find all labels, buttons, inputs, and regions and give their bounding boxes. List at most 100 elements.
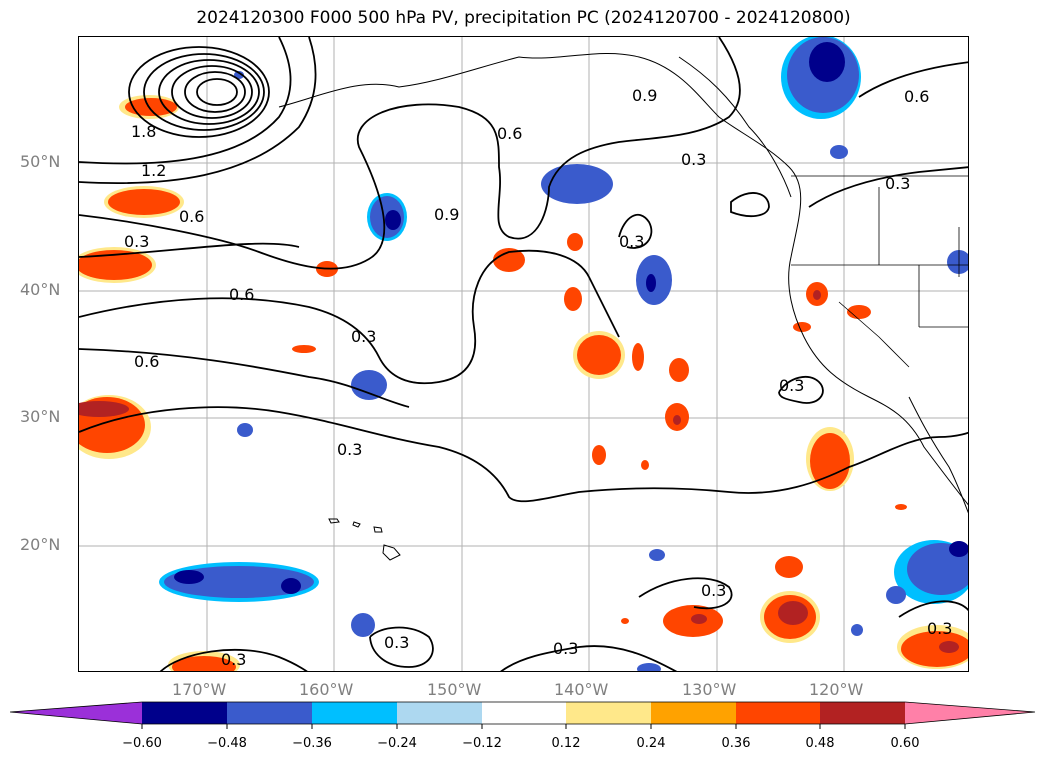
colorbar-tick-label: 0.24 xyxy=(637,736,666,751)
contour-line xyxy=(778,375,824,404)
contour-label: 0.6 xyxy=(229,285,254,304)
lat-label: 20°N xyxy=(20,535,61,554)
precip-blob xyxy=(174,570,204,584)
precip-blob xyxy=(577,335,621,375)
gridlines xyxy=(79,37,968,671)
contour-line xyxy=(618,213,653,249)
coastline-alaska xyxy=(278,52,968,506)
precip-blob xyxy=(649,549,665,561)
colorbar-segment xyxy=(736,702,820,724)
contour-label: 0.3 xyxy=(927,619,952,638)
contour-line xyxy=(500,645,678,671)
colorbar-extend-high xyxy=(905,702,1035,724)
colorbar: −0.60 −0.48 −0.36 −0.24 −0.12 0.12 0.24 … xyxy=(10,701,1036,751)
contour-label: 0.6 xyxy=(179,207,204,226)
contour-label: 0.6 xyxy=(497,124,522,143)
contour-label: 0.3 xyxy=(124,232,149,251)
lat-label: 40°N xyxy=(20,280,61,299)
colorbar-segment xyxy=(566,702,651,724)
coastline-bc xyxy=(678,56,792,198)
contour-line xyxy=(171,65,253,119)
contour-line xyxy=(79,242,300,258)
contour-line xyxy=(128,46,270,138)
colorbar-extend-low xyxy=(10,702,142,724)
lon-label: 140°W xyxy=(554,680,609,699)
precip-blob xyxy=(125,98,177,116)
coastline xyxy=(278,52,968,561)
hawaii-island xyxy=(382,544,401,561)
precip-blob xyxy=(830,145,848,159)
contour-label: 0.3 xyxy=(779,376,804,395)
precip-blob xyxy=(851,624,863,636)
precip-positive xyxy=(79,95,968,671)
contour-label: 0.3 xyxy=(384,633,409,652)
contour-label: 0.3 xyxy=(619,232,644,251)
contour-line xyxy=(79,348,410,408)
contour-label: 0.3 xyxy=(681,150,706,169)
colorbar-tick-label: −0.12 xyxy=(462,736,502,751)
colorbar-segment xyxy=(397,702,482,724)
hawaii-island xyxy=(352,521,361,528)
precip-blob xyxy=(351,613,375,637)
precip-blob xyxy=(621,618,629,624)
colorbar-segment xyxy=(820,702,905,724)
contour-label: 0.6 xyxy=(134,352,159,371)
colorbar-segment xyxy=(142,702,227,724)
colorbar-tick-label: −0.48 xyxy=(207,736,247,751)
contour-line xyxy=(79,249,620,385)
contour-line xyxy=(79,37,741,270)
precip-blob xyxy=(949,541,968,557)
contour-line xyxy=(898,600,968,618)
colorbar-segment xyxy=(651,702,736,724)
colorbar-tick-label: 0.12 xyxy=(552,736,581,751)
contour-label: 0.3 xyxy=(701,581,726,600)
colorbar-tick-label: 0.48 xyxy=(806,736,835,751)
precip-blob xyxy=(810,433,850,489)
precip-blob xyxy=(939,641,959,653)
contour-line xyxy=(158,59,260,125)
precip-blob xyxy=(886,586,906,604)
contour-line xyxy=(159,648,308,671)
precip-blob xyxy=(895,504,907,510)
coastline-baja xyxy=(908,396,968,514)
contour-line xyxy=(730,192,770,218)
contour-label: 0.6 xyxy=(904,87,929,106)
contour-label: 0.9 xyxy=(434,205,459,224)
precip-blob xyxy=(907,543,968,595)
colorbar-tick-label: −0.36 xyxy=(292,736,332,751)
precip-blob xyxy=(793,322,811,332)
precip-blob xyxy=(691,614,707,624)
precip-blob xyxy=(592,445,606,465)
contour-line xyxy=(184,71,246,113)
contour-line xyxy=(808,166,968,208)
contour-line xyxy=(79,37,292,165)
contour-line xyxy=(638,577,733,610)
precip-blob xyxy=(237,423,253,437)
contour-line xyxy=(143,53,265,131)
contour-label: 0.3 xyxy=(351,327,376,346)
borders xyxy=(791,175,968,368)
pv-contours xyxy=(79,37,968,671)
contour-line xyxy=(79,406,968,503)
precip-blob xyxy=(641,460,649,470)
precip-blob xyxy=(809,42,845,82)
map-panel: 1.8 1.2 0.6 0.3 0.6 0.6 0.9 0.6 0.3 0.3 … xyxy=(78,36,969,672)
precip-blob xyxy=(493,248,525,272)
contour-label: 1.2 xyxy=(141,161,166,180)
precip-blob xyxy=(947,250,968,274)
precip-blob xyxy=(632,343,644,371)
precip-blob xyxy=(673,415,681,425)
contour-label: 0.3 xyxy=(885,174,910,193)
precip-blob xyxy=(567,233,583,251)
precip-blob xyxy=(292,345,316,353)
contour-label: 0.9 xyxy=(632,86,657,105)
hawaii-island xyxy=(373,526,383,533)
lon-label: 160°W xyxy=(299,680,354,699)
colorbar-tick-label: −0.24 xyxy=(377,736,417,751)
precip-blob xyxy=(847,305,871,319)
colorbar-tick-label: 0.60 xyxy=(891,736,920,751)
contour-label-group: 1.8 1.2 0.6 0.3 0.6 0.6 0.9 0.6 0.3 0.3 … xyxy=(124,86,952,669)
precip-blob xyxy=(564,287,582,311)
colorbar-tick-label: 0.36 xyxy=(722,736,751,751)
contour-line xyxy=(196,78,238,106)
